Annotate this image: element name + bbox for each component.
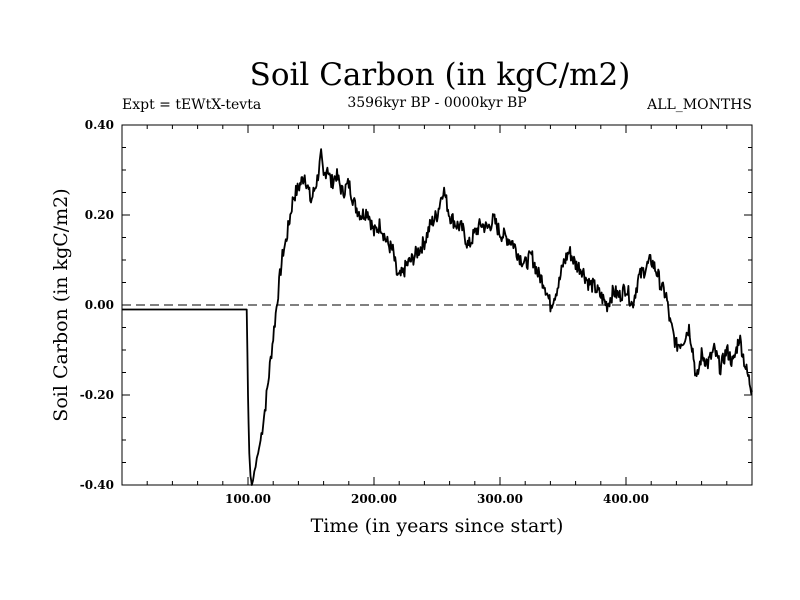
x-tick-label: 400.00 xyxy=(603,492,649,506)
soil-carbon-series-line xyxy=(122,148,753,486)
plot-area: 100.00 200.00 300.00 400.00 -0.40 -0.20 0.00 0.… xyxy=(80,118,753,506)
y-axis-label: Soil Carbon (in kgC/m2) xyxy=(50,188,72,421)
x-tick-label: 300.00 xyxy=(477,492,523,506)
y-tick-label: 0.40 xyxy=(85,118,114,132)
x-tick-label: 100.00 xyxy=(225,492,271,506)
chart-title: Soil Carbon (in kgC/m2) xyxy=(250,57,631,93)
months-label: ALL_MONTHS xyxy=(646,97,752,113)
chart-subtitle: 3596kyr BP - 0000kyr BP xyxy=(347,95,526,111)
experiment-label: Expt = tEWtX-tevta xyxy=(122,97,261,113)
x-tick-label: 200.00 xyxy=(351,492,397,506)
y-tick-label: -0.40 xyxy=(80,478,114,492)
x-axis-label: Time (in years since start) xyxy=(311,515,564,537)
y-tick-label: 0.00 xyxy=(85,298,114,312)
y-tick-label: -0.20 xyxy=(80,388,114,402)
y-tick-label: 0.20 xyxy=(85,208,114,222)
